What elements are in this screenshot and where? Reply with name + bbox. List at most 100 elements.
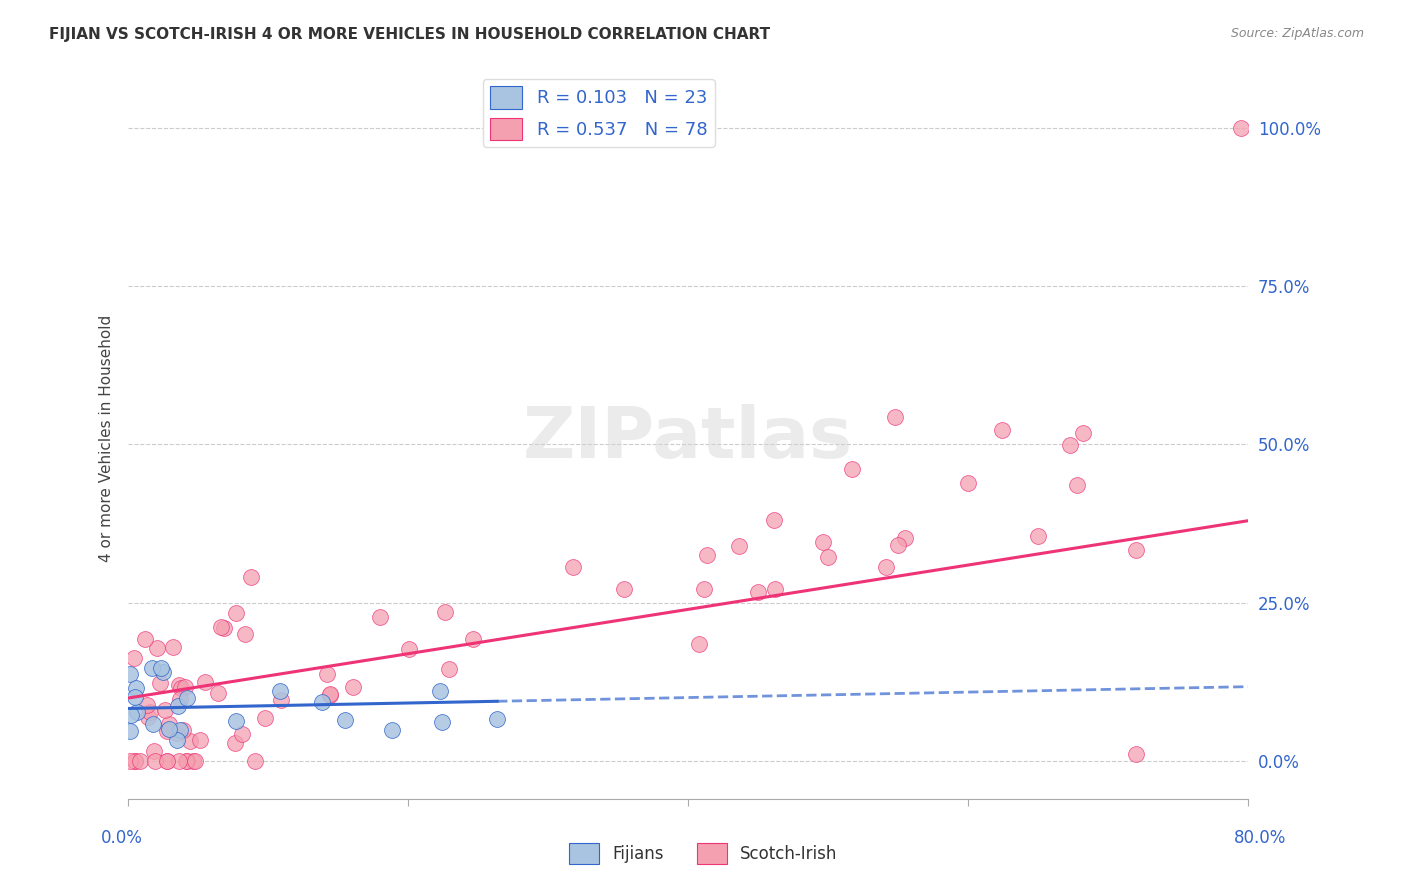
Point (156, 723, 179, 738)
Point (134, 632, 156, 646)
Point (121, 708, 143, 723)
Point (696, 548, 718, 562)
Point (319, 688, 342, 702)
Point (269, 684, 291, 698)
Point (118, 724, 141, 739)
Point (152, 665, 174, 679)
Point (333, 714, 356, 728)
Point (129, 754, 152, 768)
Point (1026, 529, 1049, 543)
Point (166, 733, 188, 747)
Point (747, 584, 769, 599)
Point (887, 538, 910, 552)
Point (368, 610, 391, 624)
Point (176, 754, 198, 768)
Point (875, 560, 897, 574)
Point (153, 703, 176, 717)
Point (118, 667, 141, 681)
Text: ZIPatlas: ZIPatlas (523, 403, 853, 473)
Point (316, 667, 339, 681)
Point (486, 712, 509, 726)
Point (233, 626, 256, 640)
Point (176, 754, 198, 768)
Point (167, 754, 190, 768)
Point (841, 462, 863, 476)
Point (179, 733, 201, 747)
Point (162, 640, 184, 655)
Point (1073, 426, 1095, 441)
Point (156, 754, 179, 768)
Point (188, 733, 211, 747)
Point (181, 754, 204, 768)
Point (157, 716, 180, 731)
Point (240, 570, 263, 584)
Point (146, 640, 169, 655)
Point (139, 705, 162, 719)
Point (311, 695, 333, 709)
Point (124, 754, 146, 768)
Point (688, 637, 710, 651)
Point (125, 681, 148, 696)
Point (1230, 121, 1253, 136)
Point (170, 681, 193, 695)
Point (136, 698, 159, 712)
Point (141, 661, 163, 675)
Point (194, 674, 217, 689)
Point (124, 690, 146, 704)
Point (225, 607, 247, 621)
Point (398, 641, 420, 656)
Point (120, 754, 142, 768)
Point (884, 409, 907, 424)
Point (167, 678, 190, 692)
Point (157, 723, 180, 737)
Text: 0.0%: 0.0% (101, 829, 143, 847)
Point (169, 723, 191, 737)
Point (166, 726, 188, 740)
Point (342, 680, 364, 694)
Point (429, 683, 451, 698)
Text: 80.0%: 80.0% (1234, 829, 1286, 847)
Point (253, 711, 276, 725)
Point (124, 754, 146, 768)
Point (991, 423, 1014, 437)
Point (437, 662, 460, 676)
Point (561, 559, 583, 574)
Point (763, 513, 786, 527)
Point (172, 723, 194, 737)
Point (318, 687, 340, 701)
Point (893, 531, 915, 545)
Point (127, 705, 149, 719)
Point (461, 632, 484, 647)
Point (693, 582, 716, 596)
Point (270, 693, 292, 707)
Point (142, 716, 165, 731)
Point (245, 754, 267, 768)
Legend: Fijians, Scotch-Irish: Fijians, Scotch-Irish (562, 837, 844, 871)
Point (209, 620, 232, 634)
Text: Source: ZipAtlas.com: Source: ZipAtlas.com (1230, 27, 1364, 40)
Point (1125, 747, 1147, 762)
Point (184, 754, 207, 768)
Point (149, 676, 172, 690)
Point (174, 680, 197, 694)
Point (225, 714, 247, 728)
Point (155, 754, 177, 768)
Point (150, 661, 173, 675)
Point (434, 605, 457, 619)
Point (167, 699, 190, 714)
Y-axis label: 4 or more Vehicles in Household: 4 or more Vehicles in Household (100, 315, 114, 562)
Point (1059, 437, 1081, 451)
Point (957, 476, 980, 491)
Point (817, 549, 839, 564)
Point (763, 582, 786, 596)
Point (1125, 543, 1147, 558)
Point (224, 736, 246, 750)
Point (381, 723, 404, 738)
Point (169, 692, 191, 706)
Point (145, 754, 167, 768)
Point (122, 651, 145, 665)
Point (432, 715, 454, 730)
Point (138, 710, 160, 724)
Text: FIJIAN VS SCOTCH-IRISH 4 OR MORE VEHICLES IN HOUSEHOLD CORRELATION CHART: FIJIAN VS SCOTCH-IRISH 4 OR MORE VEHICLE… (49, 27, 770, 42)
Point (613, 582, 636, 596)
